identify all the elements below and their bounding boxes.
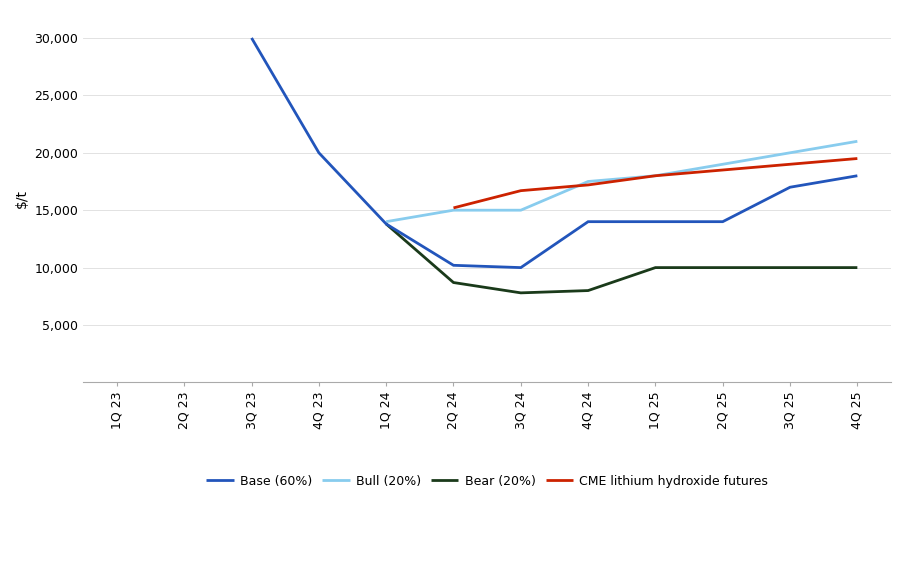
CME lithium hydroxide futures — [852, 155, 863, 162]
CME lithium hydroxide futures — [516, 187, 526, 194]
Bear (20%) — [583, 287, 593, 294]
Bear (20%) — [718, 264, 728, 271]
Bull (20%) — [785, 150, 795, 157]
Bull (20%) — [448, 207, 459, 214]
Line: Bull (20%): Bull (20%) — [386, 141, 857, 222]
Line: Base (60%): Base (60%) — [252, 38, 857, 267]
Line: Bear (20%): Bear (20%) — [386, 224, 857, 293]
Base (60%) — [583, 218, 593, 225]
Bull (20%) — [583, 178, 593, 185]
Base (60%) — [785, 184, 795, 191]
CME lithium hydroxide futures — [650, 172, 660, 179]
Bear (20%) — [516, 289, 526, 296]
CME lithium hydroxide futures — [785, 161, 795, 168]
Base (60%) — [448, 262, 459, 269]
Base (60%) — [718, 218, 728, 225]
Bear (20%) — [448, 279, 459, 286]
Base (60%) — [381, 221, 391, 228]
Bull (20%) — [852, 138, 863, 145]
CME lithium hydroxide futures — [718, 166, 728, 173]
Base (60%) — [246, 34, 257, 41]
CME lithium hydroxide futures — [448, 204, 459, 211]
Bull (20%) — [718, 161, 728, 168]
Base (60%) — [852, 172, 863, 179]
Bear (20%) — [381, 221, 391, 228]
Bear (20%) — [650, 264, 660, 271]
Line: CME lithium hydroxide futures: CME lithium hydroxide futures — [454, 158, 857, 208]
Bear (20%) — [785, 264, 795, 271]
Legend: Base (60%), Bull (20%), Bear (20%), CME lithium hydroxide futures: Base (60%), Bull (20%), Bear (20%), CME … — [201, 470, 773, 492]
Bull (20%) — [650, 172, 660, 179]
Y-axis label: $/t: $/t — [15, 189, 29, 208]
Bull (20%) — [381, 218, 391, 225]
Bear (20%) — [852, 264, 863, 271]
Base (60%) — [516, 264, 526, 271]
Bull (20%) — [516, 207, 526, 214]
CME lithium hydroxide futures — [583, 182, 593, 189]
Base (60%) — [313, 150, 324, 157]
Base (60%) — [650, 218, 660, 225]
